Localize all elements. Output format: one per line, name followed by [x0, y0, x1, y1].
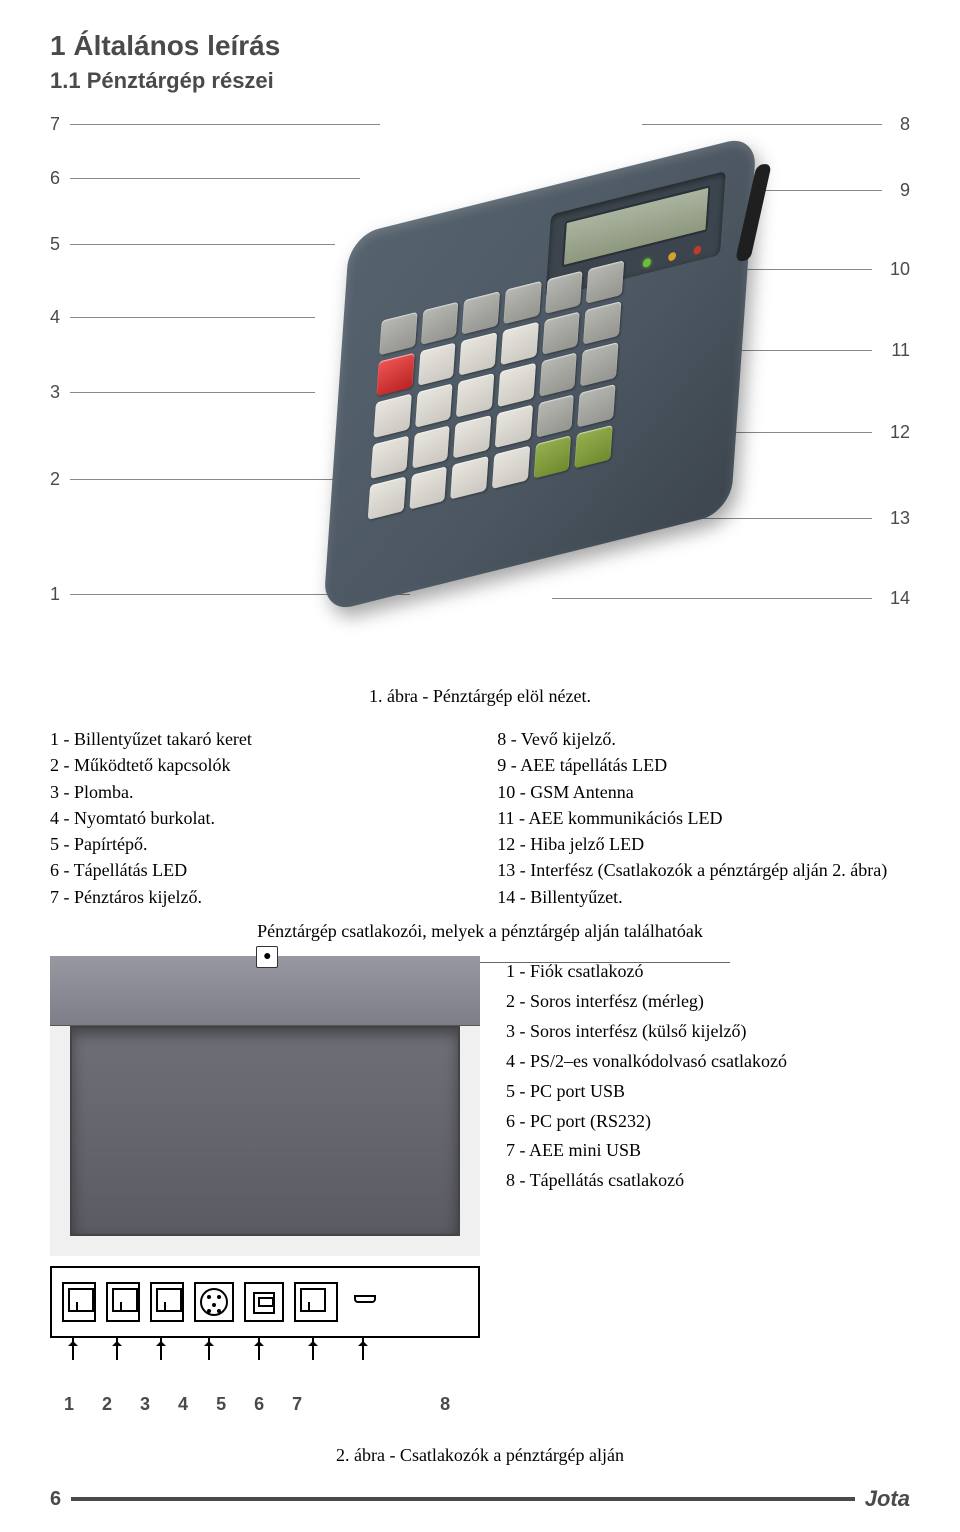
lead-line	[642, 124, 882, 125]
connector-number: 6	[254, 1394, 264, 1415]
drawer-top-edge: ●	[50, 956, 480, 1026]
brand-name: Jota	[865, 1486, 910, 1512]
connector-number: 1	[64, 1394, 74, 1415]
lead-line	[70, 317, 315, 318]
drawer-cavity	[70, 1026, 460, 1236]
rj-port-icon	[106, 1282, 140, 1322]
part-item: 1 - Billentyűzet takaró keret	[50, 727, 463, 751]
callout-left-7: 7	[50, 114, 60, 135]
connector-number: 4	[178, 1394, 188, 1415]
connector-panel	[50, 1266, 480, 1338]
callout-left-5: 5	[50, 234, 60, 255]
ps2-port-icon	[194, 1282, 234, 1322]
callout-right-13: 13	[890, 508, 910, 529]
parts-list: 1 - Billentyűzet takaró keret 2 - Működt…	[50, 725, 910, 911]
part-item: 2 - Működtető kapcsolók	[50, 753, 463, 777]
lead-line	[70, 178, 360, 179]
callout-right-10: 10	[890, 259, 910, 280]
figure-2: ●	[50, 956, 910, 1415]
led-red-icon	[693, 245, 701, 255]
parts-right-column: 8 - Vevő kijelző. 9 - AEE tápellátás LED…	[497, 725, 910, 911]
connector-item: 6 - PC port (RS232)	[506, 1108, 787, 1136]
callout-right-14: 14	[890, 588, 910, 609]
connector-number: 5	[216, 1394, 226, 1415]
keypad	[368, 260, 625, 520]
lead-line	[70, 124, 380, 125]
drawer-photo: ●	[50, 956, 480, 1256]
rj-port-icon	[294, 1282, 338, 1322]
callout-left-6: 6	[50, 168, 60, 189]
part-item: 13 - Interfész (Csatlakozók a pénztárgép…	[497, 858, 910, 882]
connectors-note: Pénztárgép csatlakozói, melyek a pénztár…	[50, 921, 910, 942]
antenna-icon	[735, 164, 772, 262]
connector-number: 8	[440, 1394, 450, 1415]
callout-left-3: 3	[50, 382, 60, 403]
part-item: 3 - Plomba.	[50, 780, 463, 804]
callout-right-9: 9	[900, 180, 910, 201]
lead-line	[70, 392, 315, 393]
page-footer: 6 Jota	[50, 1486, 910, 1512]
part-item: 14 - Billentyűzet.	[497, 885, 910, 909]
connector-item: 5 - PC port USB	[506, 1078, 787, 1106]
figure1-caption: 1. ábra - Pénztárgép elöl nézet.	[50, 686, 910, 707]
connector-item: 3 - Soros interfész (külső kijelző)	[506, 1018, 787, 1046]
callout-right-11: 11	[891, 340, 910, 361]
part-item: 8 - Vevő kijelző.	[497, 727, 910, 751]
connector-item: 4 - PS/2–es vonalkódolvasó csatlakozó	[506, 1048, 787, 1076]
part-item: 12 - Hiba jelző LED	[497, 832, 910, 856]
lead-line	[552, 598, 872, 599]
footer-rule	[71, 1497, 855, 1501]
arrow-row	[50, 1338, 480, 1368]
connector-number: 3	[140, 1394, 150, 1415]
connector-item: 7 - AEE mini USB	[506, 1137, 787, 1165]
callout-left-2: 2	[50, 469, 60, 490]
connector-number: 2	[102, 1394, 112, 1415]
led-green-icon	[643, 258, 651, 268]
part-item: 6 - Tápellátás LED	[50, 858, 463, 882]
figure2-caption: 2. ábra - Csatlakozók a pénztárgép alján	[50, 1445, 910, 1466]
parts-left-column: 1 - Billentyűzet takaró keret 2 - Működt…	[50, 725, 463, 911]
part-item: 4 - Nyomtató burkolat.	[50, 806, 463, 830]
lock-icon: ●	[256, 946, 278, 968]
part-item: 11 - AEE kommunikációs LED	[497, 806, 910, 830]
part-item: 5 - Papírtépő.	[50, 832, 463, 856]
subsection-title: 1.1 Pénztárgép részei	[50, 68, 910, 94]
callout-left-1: 1	[50, 584, 60, 605]
rj-port-icon	[150, 1282, 184, 1322]
part-item: 7 - Pénztáros kijelző.	[50, 885, 463, 909]
figure-1: 7 6 5 4 3 2 1 8 9 10 11 12 13 14	[50, 114, 910, 674]
connector-number: 7	[292, 1394, 302, 1415]
connector-item: 2 - Soros interfész (mérleg)	[506, 988, 787, 1016]
part-item: 9 - AEE tápellátás LED	[497, 753, 910, 777]
connector-number-row: 1 2 3 4 5 6 7 8	[50, 1394, 480, 1415]
rj-port-icon	[62, 1282, 96, 1322]
lead-line	[70, 244, 335, 245]
callout-right-12: 12	[890, 422, 910, 443]
callout-left-4: 4	[50, 307, 60, 328]
callout-right-8: 8	[900, 114, 910, 135]
mini-usb-port-icon	[348, 1285, 382, 1319]
section-title: 1 Általános leírás	[50, 30, 910, 62]
lead-line	[480, 962, 730, 963]
connectors-diagram: 1 2 3 4 5 6 7 8	[50, 1266, 480, 1415]
part-item: 10 - GSM Antenna	[497, 780, 910, 804]
lead-line	[70, 479, 350, 480]
led-orange-icon	[668, 251, 676, 261]
cash-register-illustration	[323, 134, 757, 613]
page-number: 6	[50, 1488, 61, 1511]
connector-item: 8 - Tápellátás csatlakozó	[506, 1167, 787, 1195]
connectors-list: 1 - Fiók csatlakozó 2 - Soros interfész …	[506, 956, 787, 1197]
usb-port-icon	[244, 1282, 284, 1322]
